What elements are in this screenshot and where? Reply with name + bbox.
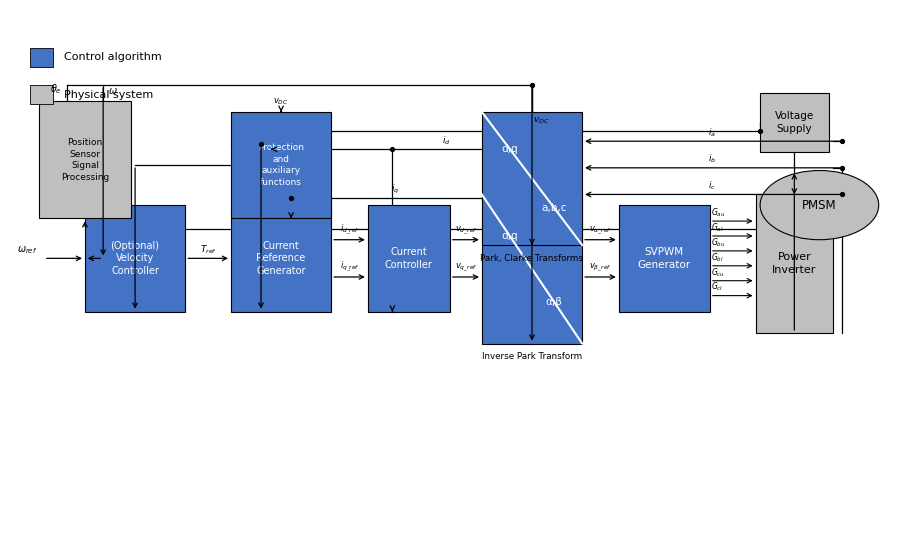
Text: $\omega_{ref}$: $\omega_{ref}$	[17, 244, 38, 256]
Text: Inverse Park Transform: Inverse Park Transform	[482, 352, 582, 362]
Text: $G_{bl}$: $G_{bl}$	[711, 251, 723, 264]
Text: Power
Inverter: Power Inverter	[772, 252, 816, 275]
Text: Current
Reference
Generator: Current Reference Generator	[256, 240, 306, 276]
Text: Control algorithm: Control algorithm	[64, 52, 162, 62]
Text: Physical system: Physical system	[64, 90, 153, 100]
Text: α,β: α,β	[545, 297, 563, 307]
Text: $i_q$: $i_q$	[391, 183, 399, 196]
Text: $v_{\alpha\_ref}$: $v_{\alpha\_ref}$	[589, 224, 611, 237]
FancyBboxPatch shape	[482, 194, 582, 344]
Text: $G_{bu}$: $G_{bu}$	[711, 236, 725, 249]
Text: Position
Sensor
Signal
Processing: Position Sensor Signal Processing	[61, 138, 109, 181]
Text: $\theta_e$: $\theta_e$	[50, 82, 62, 96]
FancyBboxPatch shape	[756, 194, 834, 333]
FancyBboxPatch shape	[231, 112, 331, 218]
FancyBboxPatch shape	[482, 112, 582, 245]
Text: $G_{cl}$: $G_{cl}$	[711, 281, 723, 294]
FancyBboxPatch shape	[84, 205, 185, 312]
FancyBboxPatch shape	[39, 101, 130, 218]
Text: Voltage
Supply: Voltage Supply	[775, 111, 814, 134]
Text: $i_{d\_ref}$: $i_{d\_ref}$	[340, 223, 360, 237]
FancyBboxPatch shape	[30, 48, 53, 67]
Text: Current
Controller: Current Controller	[385, 247, 432, 270]
Text: $v_{q\_ref}$: $v_{q\_ref}$	[454, 262, 477, 274]
Text: $v_{DC}$: $v_{DC}$	[274, 96, 289, 107]
Text: Park, Clarke Transforms: Park, Clarke Transforms	[480, 254, 584, 263]
Text: a,b,c: a,b,c	[542, 203, 566, 213]
FancyBboxPatch shape	[368, 205, 450, 312]
Text: $i_d$: $i_d$	[442, 134, 451, 146]
Text: $G_{au}$: $G_{au}$	[711, 207, 725, 219]
Text: $i_c$: $i_c$	[709, 179, 716, 192]
Text: PMSM: PMSM	[802, 199, 836, 211]
Text: $G_{al}$: $G_{al}$	[711, 221, 723, 234]
FancyBboxPatch shape	[231, 205, 331, 312]
Text: $v_{\beta\_ref}$: $v_{\beta\_ref}$	[589, 262, 611, 274]
Text: Protection
and
auxiliary
functions: Protection and auxiliary functions	[258, 144, 304, 187]
Text: $i_b$: $i_b$	[708, 153, 716, 165]
Text: d,q: d,q	[501, 231, 519, 241]
Text: $T_{ref}$: $T_{ref}$	[199, 243, 217, 256]
Text: $\omega$: $\omega$	[107, 86, 118, 96]
Text: d,q: d,q	[501, 144, 519, 154]
Text: $i_{q\_ref}$: $i_{q\_ref}$	[340, 260, 360, 274]
Text: $G_{cu}$: $G_{cu}$	[711, 266, 725, 279]
Text: $i_a$: $i_a$	[708, 126, 716, 139]
Circle shape	[760, 171, 879, 240]
Text: $v_{d\_ref}$: $v_{d\_ref}$	[454, 224, 477, 237]
FancyBboxPatch shape	[619, 205, 710, 312]
Text: (Optional)
Velocity
Controller: (Optional) Velocity Controller	[110, 240, 160, 276]
Text: SVPWM
Generator: SVPWM Generator	[638, 247, 691, 270]
Text: $v_{DC}$: $v_{DC}$	[532, 116, 550, 126]
FancyBboxPatch shape	[760, 93, 829, 152]
FancyBboxPatch shape	[30, 86, 53, 104]
